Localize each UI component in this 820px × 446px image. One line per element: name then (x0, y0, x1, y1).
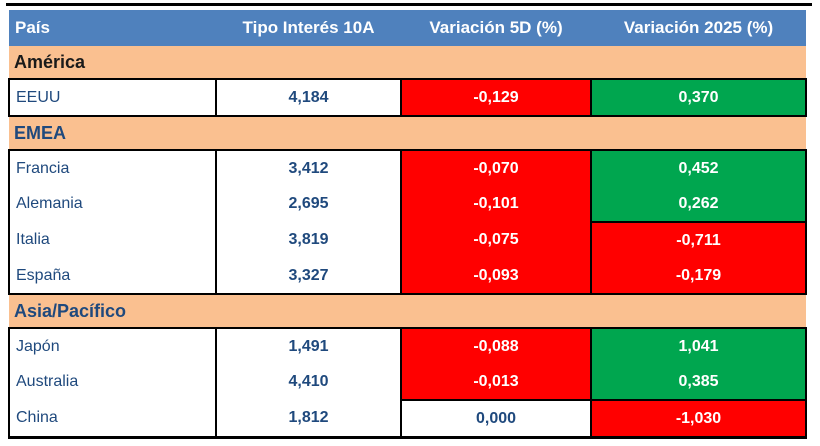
country-cell: España (8, 258, 217, 295)
var-2025-cell: -0,711 (591, 221, 807, 258)
table-row: EEUU 4,184 -0,129 0,370 (8, 78, 807, 117)
table-row: Francia 3,412 -0,070 0,452 (8, 149, 807, 186)
var-2025-cell: -1,030 (591, 399, 807, 439)
section-header-row: Asia/Pacífico (9, 294, 806, 328)
country-cell: China (8, 400, 217, 439)
var-5d-cell: -0,075 (401, 222, 592, 258)
rate-cell: 3,819 (216, 222, 402, 258)
table-row: China 1,812 0,000 -1,030 (8, 399, 807, 439)
column-header-pais: País (9, 10, 216, 46)
var-5d-cell: 0,000 (401, 399, 592, 439)
section-label: Asia/Pacífico (9, 294, 806, 328)
country-cell: Francia (8, 149, 217, 186)
bond-rates-table: País Tipo Interés 10A Variación 5D (%) V… (8, 10, 807, 439)
var-5d-cell: -0,088 (401, 327, 592, 364)
rate-cell: 4,410 (216, 364, 402, 400)
table-top-border (6, 3, 812, 6)
var-2025-cell: 0,385 (591, 364, 807, 400)
var-5d-cell: -0,129 (401, 78, 592, 117)
table-header-row: País Tipo Interés 10A Variación 5D (%) V… (9, 10, 806, 46)
table-row: Australia 4,410 -0,013 0,385 (8, 364, 807, 400)
country-cell: Alemania (8, 186, 217, 222)
column-header-tipo-interes: Tipo Interés 10A (216, 10, 401, 46)
table-row: Alemania 2,695 -0,101 0,262 (8, 186, 807, 222)
section-header-row: América (9, 46, 806, 79)
column-header-variacion-5d: Variación 5D (%) (401, 10, 591, 46)
country-cell: Italia (8, 222, 217, 258)
section-label: EMEA (9, 116, 806, 150)
var-5d-cell: -0,013 (401, 364, 592, 400)
table-row: España 3,327 -0,093 -0,179 (8, 258, 807, 295)
rate-cell: 2,695 (216, 186, 402, 222)
rate-cell: 1,812 (216, 400, 402, 439)
var-5d-cell: -0,101 (401, 186, 592, 222)
table-row: Italia 3,819 -0,075 -0,711 (8, 221, 807, 258)
var-2025-cell: -0,179 (591, 258, 807, 295)
column-header-variacion-2025: Variación 2025 (%) (591, 10, 806, 46)
var-2025-cell: 0,370 (591, 78, 807, 117)
section-header-row: EMEA (9, 116, 806, 150)
var-2025-cell: 1,041 (591, 327, 807, 364)
rate-cell: 3,327 (216, 258, 402, 295)
var-5d-cell: -0,093 (401, 258, 592, 295)
country-cell: EEUU (8, 78, 217, 117)
rate-cell: 3,412 (216, 149, 402, 186)
var-5d-cell: -0,070 (401, 149, 592, 186)
country-cell: Australia (8, 364, 217, 400)
var-2025-cell: 0,452 (591, 149, 807, 186)
table-body: América EEUU 4,184 -0,129 0,370 EMEA Fra… (8, 46, 807, 439)
var-2025-cell: 0,262 (591, 186, 807, 222)
table-row: Japón 1,491 -0,088 1,041 (8, 327, 807, 364)
rate-cell: 1,491 (216, 327, 402, 364)
rate-cell: 4,184 (216, 78, 402, 117)
country-cell: Japón (8, 327, 217, 364)
section-label: América (9, 46, 806, 79)
